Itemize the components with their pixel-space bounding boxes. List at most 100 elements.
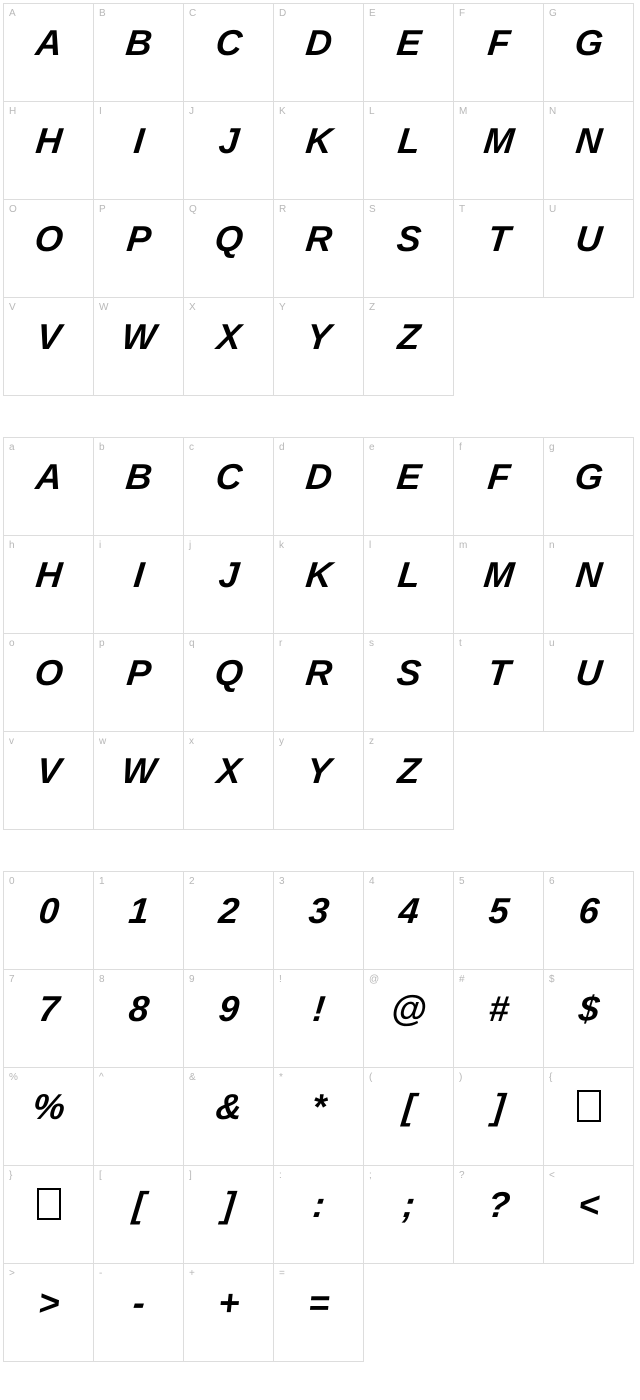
cell-glyph: * xyxy=(272,1086,365,1128)
cell-glyph: N xyxy=(542,554,635,596)
glyph-cell: %% xyxy=(3,1067,94,1166)
cell-glyph: V xyxy=(2,750,95,792)
glyph-cell: pP xyxy=(93,633,184,732)
glyph-cell: :: xyxy=(273,1165,364,1264)
cell-glyph: W xyxy=(92,750,185,792)
cell-label: l xyxy=(369,540,371,551)
cell-glyph: J xyxy=(182,554,275,596)
glyph-cell: { xyxy=(543,1067,634,1166)
glyph-cell: mM xyxy=(453,535,544,634)
glyph-cell: II xyxy=(93,101,184,200)
glyph-cell: dD xyxy=(273,437,364,536)
cell-label: # xyxy=(459,974,465,985)
cell-label: c xyxy=(189,442,194,453)
cell-label: 9 xyxy=(189,974,195,985)
cell-glyph: # xyxy=(452,988,545,1030)
cell-glyph: B xyxy=(92,456,185,498)
character-map: AABBCCDDEEFFGGHHIIJJKKLLMMNNOOPPQQRRSSTT… xyxy=(4,4,636,1362)
cell-glyph: ; xyxy=(362,1184,455,1226)
glyph-cell: LL xyxy=(363,101,454,200)
cell-glyph: Y xyxy=(272,316,365,358)
cell-label: } xyxy=(9,1170,12,1181)
cell-label: q xyxy=(189,638,195,649)
cell-label: + xyxy=(189,1268,195,1279)
cell-label: 5 xyxy=(459,876,465,887)
cell-glyph: = xyxy=(272,1282,365,1324)
cell-glyph: ] xyxy=(452,1086,545,1128)
cell-glyph: O xyxy=(2,652,95,694)
cell-label: 7 xyxy=(9,974,15,985)
glyph-cell: ** xyxy=(273,1067,364,1166)
cell-glyph: 7 xyxy=(2,988,95,1030)
cell-label: x xyxy=(189,736,194,747)
cell-label: 2 xyxy=(189,876,195,887)
glyph-cell: vV xyxy=(3,731,94,830)
cell-label: m xyxy=(459,540,467,551)
cell-glyph: + xyxy=(182,1282,275,1324)
cell-glyph: T xyxy=(452,652,545,694)
glyph-cell: aA xyxy=(3,437,94,536)
cell-glyph: L xyxy=(362,120,455,162)
cell-label: 1 xyxy=(99,876,105,887)
cell-label: % xyxy=(9,1072,18,1083)
glyph-cell: 77 xyxy=(3,969,94,1068)
cell-glyph: T xyxy=(452,218,545,260)
glyph-cell: VV xyxy=(3,297,94,396)
cell-label: Q xyxy=(189,204,197,215)
cell-glyph: @ xyxy=(362,988,455,1030)
cell-label: e xyxy=(369,442,375,453)
section-lowercase: aAbBcCdDeEfFgGhHiIjJkKlLmMnNoOpPqQrRsStT… xyxy=(4,438,636,830)
cell-glyph: V xyxy=(2,316,95,358)
glyph-cell: oO xyxy=(3,633,94,732)
glyph-cell: ?? xyxy=(453,1165,544,1264)
empty-cell xyxy=(453,297,544,396)
glyph-cell: yY xyxy=(273,731,364,830)
cell-glyph: U xyxy=(542,218,635,260)
glyph-cell: KK xyxy=(273,101,364,200)
cell-label: D xyxy=(279,8,286,19)
cell-glyph: S xyxy=(362,652,455,694)
cell-label: X xyxy=(189,302,196,313)
glyph-cell: 66 xyxy=(543,871,634,970)
cell-glyph: ! xyxy=(272,988,365,1030)
cell-label: C xyxy=(189,8,196,19)
glyph-cell: GG xyxy=(543,3,634,102)
cell-glyph: & xyxy=(182,1086,275,1128)
cell-label: - xyxy=(99,1268,102,1279)
cell-label: 8 xyxy=(99,974,105,985)
glyph-cell: )] xyxy=(453,1067,544,1166)
cell-label: p xyxy=(99,638,105,649)
cell-glyph: < xyxy=(542,1184,635,1226)
cell-label: n xyxy=(549,540,555,551)
glyph-cell: uU xyxy=(543,633,634,732)
glyph-cell: 33 xyxy=(273,871,364,970)
glyph-cell: PP xyxy=(93,199,184,298)
cell-glyph: 6 xyxy=(542,890,635,932)
cell-glyph: G xyxy=(542,22,635,64)
glyph-cell: fF xyxy=(453,437,544,536)
cell-label: L xyxy=(369,106,375,117)
empty-cell xyxy=(453,731,544,830)
glyph-cell: ]] xyxy=(183,1165,274,1264)
glyph-cell: lL xyxy=(363,535,454,634)
cell-label: j xyxy=(189,540,191,551)
cell-glyph: ? xyxy=(452,1184,545,1226)
glyph-cell: WW xyxy=(93,297,184,396)
cell-label: < xyxy=(549,1170,555,1181)
cell-glyph: U xyxy=(542,652,635,694)
glyph-cell: CC xyxy=(183,3,274,102)
cell-label: 0 xyxy=(9,876,15,887)
cell-label: a xyxy=(9,442,15,453)
cell-glyph: I xyxy=(92,120,185,162)
cell-label: ^ xyxy=(99,1072,104,1083)
cell-label: J xyxy=(189,106,194,117)
cell-glyph: Q xyxy=(182,218,275,260)
glyph-cell: ;; xyxy=(363,1165,454,1264)
cell-glyph: [ xyxy=(362,1086,455,1128)
cell-label: ] xyxy=(189,1170,192,1181)
glyph-cell: cC xyxy=(183,437,274,536)
cell-glyph: > xyxy=(2,1282,95,1324)
empty-cell xyxy=(543,731,634,830)
cell-glyph: 2 xyxy=(182,890,275,932)
glyph-cell: [[ xyxy=(93,1165,184,1264)
